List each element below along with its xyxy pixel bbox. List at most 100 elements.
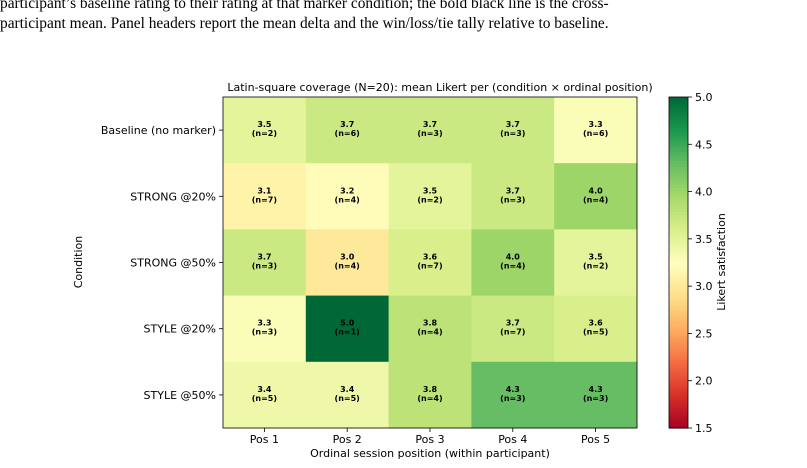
cell-count-label: (n=7) <box>252 195 277 204</box>
colorbar-tick-label: 2.0 <box>695 375 713 388</box>
colorbar-gradient-strip <box>669 181 688 185</box>
caption-line-1: participant’s baseline rating to their r… <box>0 0 609 12</box>
colorbar-gradient-strip <box>669 103 688 107</box>
colorbar-gradient-strip <box>669 229 688 234</box>
colorbar-gradient-strip <box>669 418 688 423</box>
colorbar-gradient-strip <box>669 313 688 318</box>
colorbar: 1.5 2.0 2.5 3.0 3.5 4.0 4.5 5.0 <box>668 91 713 435</box>
colorbar-gradient-strip <box>669 346 688 351</box>
y-tick-label: Baseline (no marker) <box>101 124 216 137</box>
colorbar-tick-label: 2.5 <box>695 327 713 340</box>
cell-value-label: 4.0 <box>589 186 604 195</box>
heatmap-cell <box>305 229 390 297</box>
heatmap-cell <box>305 97 390 164</box>
x-tick-label: Pos 5 <box>581 433 610 446</box>
colorbar-gradient-strip <box>669 301 688 306</box>
colorbar-gradient-strip <box>669 352 688 357</box>
cell-count-label: (n=7) <box>417 262 442 271</box>
colorbar-gradient-strip <box>669 109 688 113</box>
colorbar-gradient-strip <box>669 274 688 279</box>
colorbar-gradient-strip <box>669 373 688 378</box>
colorbar-gradient-strip <box>669 289 688 294</box>
colorbar-gradient-strip <box>669 328 688 333</box>
colorbar-gradient-strip <box>669 247 688 252</box>
colorbar-gradient-strip <box>669 349 688 354</box>
colorbar-gradient-strip <box>669 133 688 137</box>
colorbar-gradient-strip <box>669 388 688 393</box>
colorbar-tick-label: 1.5 <box>695 422 713 435</box>
heatmap-cell <box>554 361 638 429</box>
cell-value-label: 3.7 <box>506 120 520 129</box>
colorbar-gradient-strip <box>669 202 688 206</box>
colorbar-gradient-strip <box>669 130 688 134</box>
colorbar-gradient-strip <box>669 421 688 426</box>
colorbar-tick-label: 5.0 <box>695 91 713 104</box>
colorbar-gradient-strip <box>669 391 688 396</box>
colorbar-gradient-strip <box>669 184 688 188</box>
heatmap-cell <box>471 295 555 363</box>
colorbar-gradient-strip <box>669 211 688 215</box>
colorbar-gradient-strip <box>669 316 688 321</box>
colorbar-gradient-strip <box>669 193 688 197</box>
colorbar-gradient-strip <box>669 394 688 399</box>
heatmap-cell <box>554 229 638 297</box>
colorbar-gradient-strip <box>669 355 688 360</box>
colorbar-gradient-strip <box>669 304 688 309</box>
colorbar-gradient-strip <box>669 115 688 119</box>
colorbar-gradient-strip <box>669 403 688 408</box>
colorbar-gradient-strip <box>669 223 688 227</box>
colorbar-gradient-strip <box>669 268 688 273</box>
colorbar-frame <box>668 96 689 429</box>
colorbar-gradient-strip <box>669 412 688 417</box>
x-tick-label: Pos 2 <box>333 433 362 446</box>
cell-value-label: 3.7 <box>423 120 437 129</box>
x-tick-label: Pos 4 <box>498 433 527 446</box>
colorbar-gradient-strip <box>669 124 688 128</box>
cell-value-label: 3.2 <box>340 186 354 195</box>
cell-value-label: 3.8 <box>423 385 438 394</box>
heatmap-cell <box>554 163 638 230</box>
heatmap-cell <box>388 229 472 297</box>
colorbar-label: Likert satisfaction <box>715 213 728 311</box>
cell-count-label: (n=7) <box>500 328 525 337</box>
colorbar-gradient-strip <box>669 334 688 339</box>
colorbar-gradient-strip <box>669 241 688 246</box>
cell-value-label: 5.0 <box>340 319 355 328</box>
figure-caption: participant’s baseline rating to their r… <box>0 0 807 34</box>
heatmap-cell <box>388 361 472 429</box>
x-axis-label: Ordinal session position (within partici… <box>310 447 550 460</box>
colorbar-gradient-strip <box>669 361 688 366</box>
cell-count-label: (n=4) <box>335 195 360 204</box>
colorbar-gradient-strip <box>669 166 688 170</box>
colorbar-gradient-strip <box>669 364 688 369</box>
colorbar-gradient-strip <box>669 415 688 420</box>
colorbar-gradient-strip <box>669 121 688 125</box>
cell-count-label: (n=4) <box>417 328 442 337</box>
cell-count-label: (n=1) <box>335 328 360 337</box>
colorbar-tick-label: 3.5 <box>695 233 713 246</box>
colorbar-gradient-strip <box>669 157 688 161</box>
colorbar-gradient-strip <box>669 175 688 179</box>
colorbar-gradient-strip <box>669 256 688 261</box>
colorbar-gradient-strip <box>669 205 688 209</box>
cell-value-label: 3.4 <box>340 385 355 394</box>
colorbar-gradient-strip <box>669 379 688 384</box>
colorbar-gradient-strip <box>669 160 688 164</box>
heatmap-cell <box>554 295 638 363</box>
colorbar-gradient-strip <box>669 385 688 390</box>
cell-count-label: (n=3) <box>583 394 608 403</box>
cell-value-label: 3.0 <box>340 253 355 262</box>
colorbar-gradient-strip <box>669 298 688 303</box>
cell-value-label: 3.4 <box>257 385 272 394</box>
y-tick-label: STRONG @20% <box>130 190 216 203</box>
cell-count-label: (n=5) <box>335 394 360 403</box>
colorbar-gradient-strip <box>669 262 688 267</box>
cell-count-label: (n=3) <box>417 129 442 138</box>
colorbar-gradient-strip <box>669 136 688 140</box>
cell-count-label: (n=4) <box>417 394 442 403</box>
colorbar-gradient-strip <box>669 196 688 200</box>
colorbar-gradient-strip <box>669 220 688 224</box>
y-axis-label: Condition <box>72 236 85 289</box>
cell-value-label: 4.0 <box>506 253 521 262</box>
colorbar-tick-label: 4.0 <box>695 186 713 199</box>
